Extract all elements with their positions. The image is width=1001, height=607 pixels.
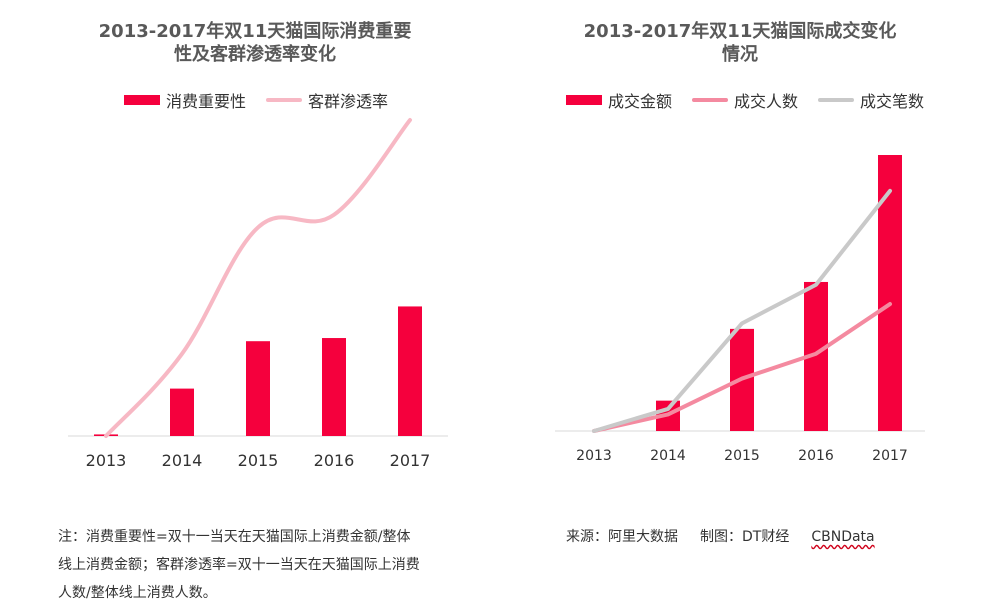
right-title-line2: 情况 xyxy=(722,44,758,65)
legend-label: 成交人数 xyxy=(734,92,799,111)
brand-text: CBNData xyxy=(811,529,875,545)
x-tick-label: 2015 xyxy=(724,448,760,464)
x-tick-label: 2016 xyxy=(798,448,834,464)
legend-swatch-bar xyxy=(124,95,160,105)
legend-label: 成交金额 xyxy=(608,92,673,111)
footnote-line: 注：消费重要性=双十一当天在天猫国际上消费金额/整体 xyxy=(58,529,411,545)
bar xyxy=(878,155,902,431)
legend-swatch-line xyxy=(818,98,855,102)
left-chart-title: 2013-2017年双11天猫国际消费重要 性及客群渗透率变化 xyxy=(80,20,430,66)
source-text: 来源：阿里大数据 xyxy=(566,529,678,545)
legend-item-gmv: 成交金额 xyxy=(566,88,672,112)
footnote: 注：消费重要性=双十一当天在天猫国际上消费金额/整体 线上消费金额；客群渗透率=… xyxy=(58,523,468,607)
legend-label: 成交笔数 xyxy=(860,92,925,111)
x-tick-label: 2014 xyxy=(162,451,203,470)
bar xyxy=(246,341,270,436)
legend-label: 客群渗透率 xyxy=(308,92,389,111)
legend-item-orders: 成交笔数 xyxy=(818,88,924,112)
left-title-line2: 性及客群渗透率变化 xyxy=(174,44,336,65)
made-by-text: 制图：DT财经 xyxy=(700,529,790,545)
footnote-line: 人数/整体线上消费人数。 xyxy=(58,585,217,601)
bar xyxy=(398,306,422,436)
legend-swatch-line xyxy=(692,98,729,102)
series-line xyxy=(592,188,892,433)
x-tick-label: 2013 xyxy=(576,448,612,464)
x-tick-label: 2013 xyxy=(86,451,127,470)
x-tick-label: 2015 xyxy=(238,451,279,470)
x-tick-label: 2014 xyxy=(650,448,686,464)
series-line xyxy=(104,118,412,438)
right-legend: 成交金额 成交人数 成交笔数 xyxy=(566,88,944,112)
footnote-line: 线上消费金额；客群渗透率=双十一当天在天猫国际上消费 xyxy=(58,557,420,573)
legend-item-consumption-importance: 消费重要性 xyxy=(124,88,246,112)
series-line xyxy=(592,302,892,433)
legend-label: 消费重要性 xyxy=(166,92,247,111)
right-title-line1: 2013-2017年双11天猫国际成交变化 xyxy=(583,21,897,42)
right-chart-title: 2013-2017年双11天猫国际成交变化 情况 xyxy=(560,20,920,66)
bar xyxy=(322,338,346,436)
legend-swatch-bar xyxy=(566,95,602,105)
legend-swatch-line xyxy=(266,98,303,102)
x-tick-label: 2017 xyxy=(872,448,908,464)
legend-item-buyers: 成交人数 xyxy=(692,88,798,112)
x-tick-label: 2017 xyxy=(390,451,431,470)
x-tick-label: 2016 xyxy=(314,451,355,470)
left-legend: 消费重要性 客群渗透率 xyxy=(124,88,408,112)
legend-item-penetration-rate: 客群渗透率 xyxy=(266,88,388,112)
bar xyxy=(170,388,194,436)
source-credits: 来源：阿里大数据 制图：DT财经 CBNData xyxy=(566,523,897,551)
left-title-line1: 2013-2017年双11天猫国际消费重要 xyxy=(98,21,412,42)
